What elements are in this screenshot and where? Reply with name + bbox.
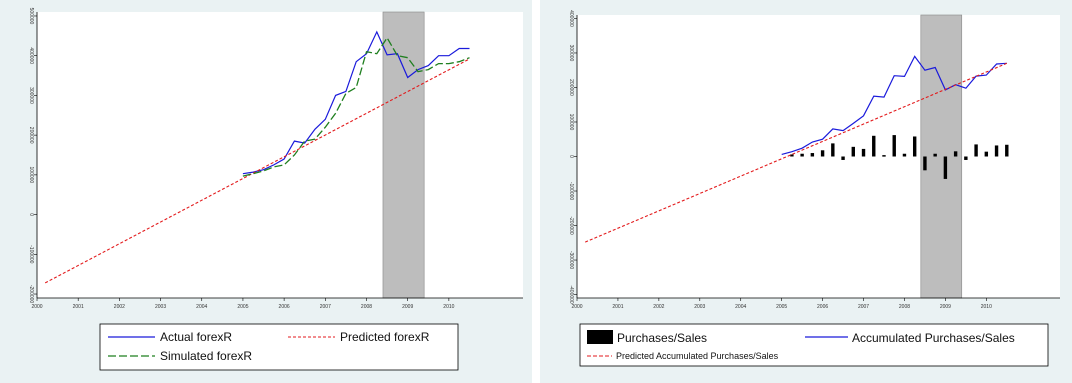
x-tick-label: 2009 [940, 304, 951, 310]
x-tick-label: 2006 [279, 304, 290, 310]
simulated-forexr-line [242, 36, 470, 177]
legend-simulated-label: Simulated forexR [160, 349, 252, 363]
legend-predicted-label: Predicted Accumulated Purchases/Sales [616, 351, 779, 361]
x-tick-label: 2006 [817, 304, 828, 310]
bar-mark [800, 153, 804, 157]
bar-mark [933, 153, 937, 157]
y-tick-label: -200000 [28, 285, 34, 304]
bar-mark [984, 151, 989, 157]
y-tick-label: -200000 [568, 216, 574, 235]
y-tick-label: -400000 [568, 285, 574, 304]
x-tick-label: 2008 [899, 304, 910, 310]
bar-mark [851, 146, 855, 157]
legend-box [579, 323, 1049, 367]
legend-predicted-label: Predicted forexR [340, 330, 430, 344]
bar-mark [820, 150, 825, 157]
y-tick-label: 400000 [568, 10, 574, 27]
legend-box [99, 323, 459, 371]
bar-mark [882, 155, 886, 157]
bar-mark [831, 143, 835, 157]
y-tick-label: -300000 [568, 251, 574, 270]
x-tick-label: 2005 [776, 304, 787, 310]
legend-bars-swatch [587, 330, 613, 344]
forexr-chart: -200000 -100000 0 100000 200000 300000 400000 5… [28, 8, 523, 371]
x-tick-label: 2004 [735, 304, 746, 310]
bar-mark [912, 136, 917, 157]
bar-mark [943, 156, 948, 179]
y-tick-label: -100000 [568, 182, 574, 201]
bar-mark [1005, 144, 1009, 157]
x-tick-label: 2007 [320, 304, 331, 310]
x-tick-label: 2003 [155, 304, 166, 310]
bar-mark [923, 156, 927, 171]
x-tick-label: 2001 [612, 304, 623, 310]
bar-mark [902, 153, 907, 157]
x-tick-label: 2000 [571, 304, 582, 310]
x-tick-label: 2002 [653, 304, 664, 310]
bar-mark [861, 148, 866, 157]
y-tick-label: 400000 [28, 47, 34, 64]
legend-actual-label: Actual forexR [160, 330, 232, 344]
chart-panel-right: -400000 -300000 -200000 -100000 0 100000 20000… [540, 0, 1072, 383]
x-tick-label: 2000 [31, 304, 42, 310]
x-tick-label: 2003 [694, 304, 705, 310]
bar-mark [841, 156, 845, 160]
legend-bars-label: Purchases/Sales [617, 331, 707, 345]
y-tick-label: 300000 [28, 87, 34, 104]
plot-area [577, 15, 1060, 298]
y-tick-label: 100000 [568, 114, 574, 131]
x-tick-label: 2002 [114, 304, 125, 310]
x-tick-label: 2005 [237, 304, 248, 310]
bar-mark [994, 145, 999, 157]
x-tick-label: 2004 [196, 304, 207, 310]
y-tick-label: 0 [28, 213, 34, 216]
predicted-accumulated-purchases-sales-line [584, 62, 1008, 243]
x-tick-label: 2010 [443, 304, 454, 310]
accumulated-purchases-sales-line [781, 55, 1007, 155]
purchases-sales-chart: -400000 -300000 -200000 -100000 0 100000 20000… [568, 10, 1060, 367]
x-tick-label: 2008 [361, 304, 372, 310]
y-tick-label: 100000 [28, 167, 34, 184]
legend-accumulated-label: Accumulated Purchases/Sales [852, 331, 1015, 345]
shaded-region [382, 11, 425, 299]
y-tick-label: 500000 [28, 8, 34, 25]
bar-mark [964, 156, 968, 160]
bar-mark [790, 154, 794, 157]
y-tick-label: -100000 [28, 245, 34, 264]
plot-area [37, 12, 523, 298]
x-tick-label: 2010 [981, 304, 992, 310]
y-tick-label: 300000 [568, 45, 574, 62]
bar-mark [953, 151, 958, 157]
y-tick-label: 200000 [568, 79, 574, 96]
x-tick-label: 2001 [73, 304, 84, 310]
actual-forexr-line [242, 30, 470, 175]
y-tick-label: 0 [568, 155, 574, 158]
x-tick-label: 2009 [402, 304, 413, 310]
x-tick-label: 2007 [858, 304, 869, 310]
chart-panel-left: -200000 -100000 0 100000 200000 300000 400000 5… [0, 0, 532, 383]
bar-mark [872, 135, 876, 157]
bar-mark [810, 153, 815, 157]
bar-mark [892, 135, 896, 157]
y-tick-label: 200000 [28, 127, 34, 144]
bar-mark [974, 144, 978, 157]
